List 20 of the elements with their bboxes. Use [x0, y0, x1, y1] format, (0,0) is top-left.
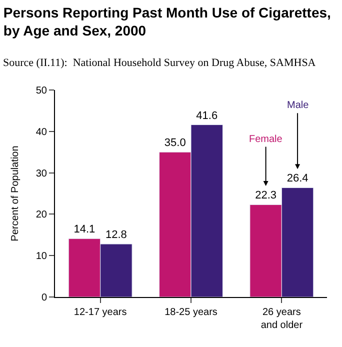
chart-subtitle: Source (II.11): National Household Survey on Drug Abuse, SAMHSA [3, 57, 316, 69]
text: Female [249, 134, 283, 145]
data-label: 26.4 [286, 172, 308, 185]
x-tick-label: 18-25 years [164, 307, 218, 318]
data-label: 22.3 [255, 190, 277, 202]
data-label: 41.6 [196, 110, 218, 122]
data-label: 12.8 [105, 229, 127, 242]
y-tick-label: 10 [36, 251, 48, 262]
chart-title: Persons Reporting Past Month Use of Cigarettes, by Age and Sex, 2000 [3, 4, 331, 39]
y-axis-title: Percent of Population [10, 146, 21, 242]
y-tick-label: 30 [36, 168, 48, 180]
data-label: 14.1 [74, 224, 96, 236]
y-tick-label: 40 [36, 126, 48, 138]
x-tick-label: 12-17 years [74, 307, 127, 318]
y-tick-label: 20 [36, 210, 48, 221]
y-tick-label: 0 [41, 292, 48, 304]
text: Male [287, 100, 310, 111]
x-tick-label: 26 years and older [260, 307, 304, 331]
y-tick-label: 50 [36, 86, 48, 96]
data-label: 35.0 [164, 137, 186, 150]
